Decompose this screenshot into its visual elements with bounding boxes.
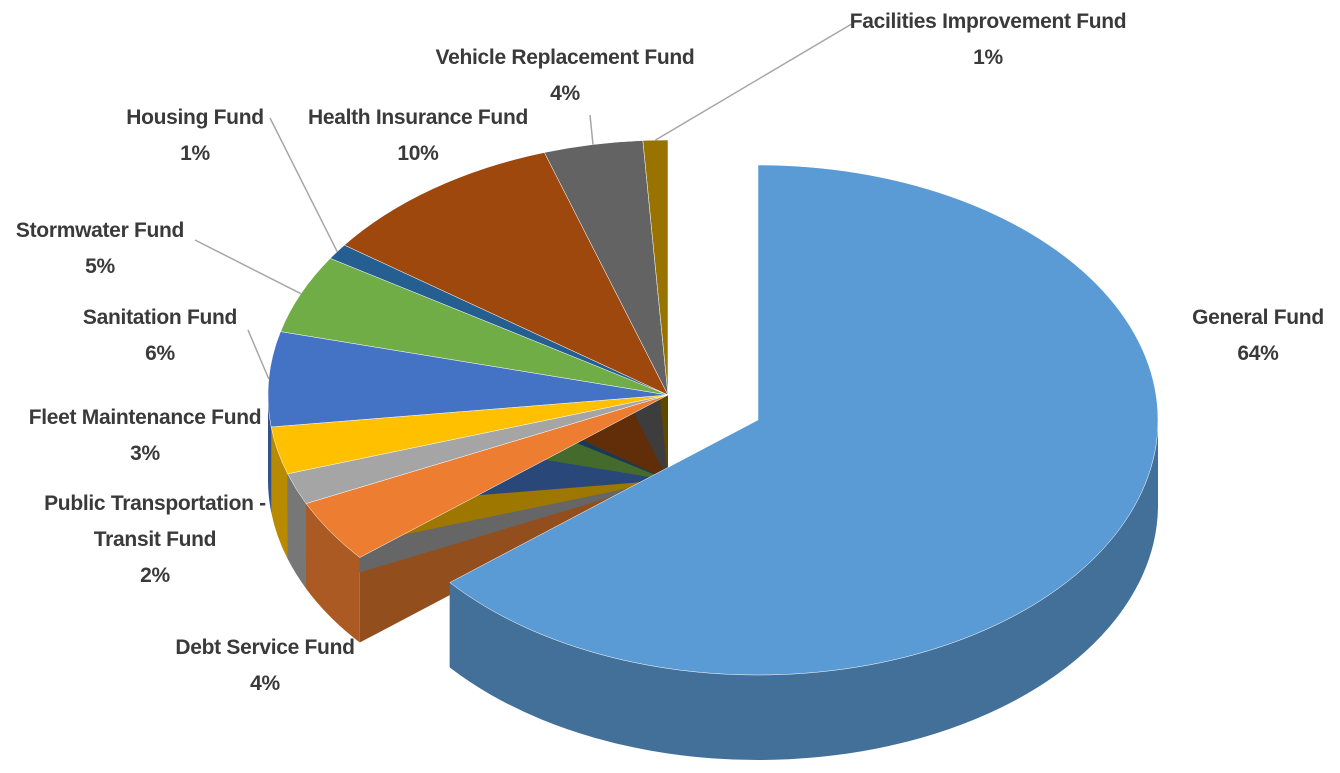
category-label: Stormwater Fund xyxy=(15,219,185,242)
category-label: Sanitation Fund xyxy=(82,306,238,329)
leader-line xyxy=(269,117,338,253)
slice-side xyxy=(449,420,1158,761)
leader-line xyxy=(655,21,856,141)
data-label: Housing Fund 1% xyxy=(105,100,285,172)
category-label: Facilities Improvement Fund xyxy=(849,10,1127,33)
value-label: 1% xyxy=(973,46,1003,69)
value-label: 5% xyxy=(85,255,115,278)
category-label: General Fund xyxy=(1192,306,1324,329)
category-label: Vehicle Replacement Fund xyxy=(435,46,695,69)
data-label: Public Transportation - Transit Fund 2% xyxy=(20,486,290,594)
slice xyxy=(343,152,669,396)
data-label: Sanitation Fund 6% xyxy=(50,300,270,372)
category-label: Fleet Maintenance Fund xyxy=(28,406,262,429)
slice xyxy=(449,164,1159,676)
slice-side xyxy=(306,503,360,643)
category-label: Public Transportation - Transit Fund xyxy=(44,492,266,551)
value-label: 4% xyxy=(250,672,280,695)
category-label: Health Insurance Fund xyxy=(307,106,529,129)
data-label: Fleet Maintenance Fund 3% xyxy=(10,400,280,472)
category-label: Housing Fund xyxy=(126,106,264,129)
data-label: Vehicle Replacement Fund 4% xyxy=(415,40,715,112)
value-label: 3% xyxy=(130,442,160,465)
slice-side xyxy=(287,473,307,589)
data-label: Health Insurance Fund 10% xyxy=(288,100,548,172)
leader-line xyxy=(194,239,302,295)
value-label: 64% xyxy=(1237,342,1279,365)
data-label: Debt Service Fund 4% xyxy=(155,630,375,702)
value-label: 10% xyxy=(397,142,439,165)
value-label: 4% xyxy=(550,82,580,105)
leader-line xyxy=(589,114,594,145)
value-label: 1% xyxy=(180,142,210,165)
value-label: 2% xyxy=(140,564,170,587)
slice-side xyxy=(271,426,288,559)
data-label: Facilities Improvement Fund 1% xyxy=(848,4,1128,76)
leader-line xyxy=(247,329,270,380)
value-label: 6% xyxy=(145,342,175,365)
data-label: General Fund 64% xyxy=(1158,300,1340,372)
slice-side xyxy=(268,395,272,512)
data-label: Stormwater Fund 5% xyxy=(0,213,210,285)
category-label: Debt Service Fund xyxy=(175,636,355,659)
